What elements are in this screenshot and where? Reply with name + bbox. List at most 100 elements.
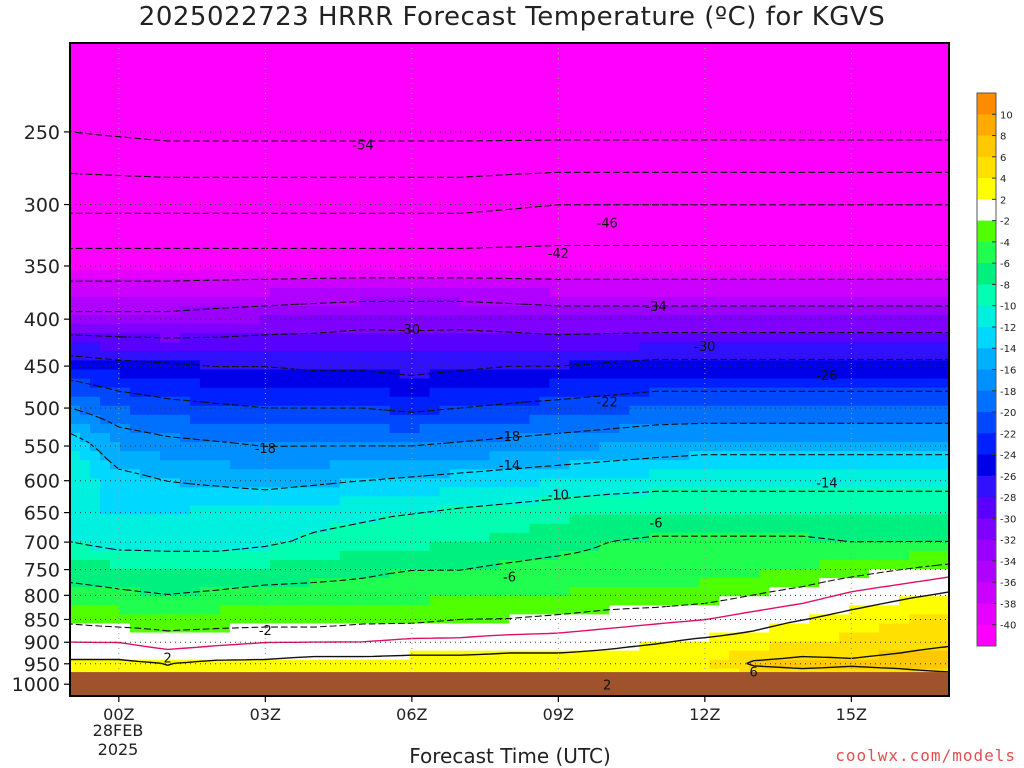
temperature-cell [819,442,830,452]
temperature-cell [429,287,441,298]
temperature-cell [579,532,591,543]
temperature-cell [899,315,910,325]
temperature-cell [339,360,351,371]
temperature-cell [719,151,730,162]
temperature-cell [70,505,81,516]
temperature-cell [109,151,121,162]
temperature-cell [70,70,81,80]
temperature-cell [179,215,191,225]
temperature-cell [559,478,571,488]
temperature-cell [409,115,421,126]
temperature-cell [309,206,321,216]
temperature-cell [629,405,640,416]
temperature-cell [199,432,211,443]
temperature-cell [659,296,670,307]
temperature-cell [229,514,241,525]
temperature-cell [219,541,231,552]
temperature-cell [629,43,640,53]
temperature-cell [209,242,221,253]
temperature-cell [549,52,561,62]
temperature-cell [639,442,650,452]
temperature-cell [839,333,850,343]
temperature-cell [769,106,780,117]
temperature-cell [709,369,720,380]
temperature-cell [99,369,111,380]
temperature-cell [899,133,910,144]
temperature-cell [669,233,680,244]
temperature-cell [709,206,720,216]
temperature-cell [119,550,131,561]
temperature-cell [869,541,880,552]
temperature-cell [599,478,610,488]
temperature-cell [229,496,241,507]
temperature-cell [349,324,361,334]
temperature-cell [509,315,521,325]
temperature-cell [629,115,640,126]
temperature-cell [899,423,910,434]
temperature-cell [749,260,760,271]
temperature-cell [289,432,301,443]
temperature-cell [479,387,491,398]
temperature-cell [559,342,571,352]
temperature-cell [769,287,780,298]
temperature-cell [889,423,900,434]
temperature-cell [819,460,830,470]
temperature-cell [819,115,830,126]
temperature-cell [189,206,201,216]
temperature-cell [79,106,91,117]
temperature-cell [109,52,121,62]
temperature-cell [369,378,381,389]
temperature-cell [579,423,591,434]
temperature-cell [569,151,581,162]
temperature-cell [549,106,561,117]
temperature-cell [309,460,321,470]
temperature-cell [899,487,910,498]
temperature-cell [519,260,531,271]
temperature-cell [329,242,341,253]
temperature-cell [409,106,421,117]
temperature-cell [529,52,541,62]
temperature-cell [349,333,361,343]
temperature-cell [449,496,461,507]
temperature-cell [289,496,301,507]
temperature-cell [629,151,640,162]
temperature-cell [189,151,201,162]
temperature-cell [169,251,181,262]
temperature-cell [849,106,860,117]
temperature-cell [899,43,910,53]
temperature-cell [529,124,541,135]
temperature-cell [339,188,351,198]
temperature-cell [549,133,561,144]
temperature-cell [199,514,211,525]
temperature-cell [789,478,800,488]
temperature-cell [779,523,790,534]
temperature-cell [709,43,720,53]
temperature-cell [399,333,411,343]
temperature-cell [409,251,421,262]
temperature-cell [209,324,221,334]
temperature-cell [899,541,910,552]
temperature-cell [639,61,650,71]
temperature-cell [409,88,421,99]
temperature-cell [119,233,131,244]
temperature-cell [539,79,551,89]
temperature-cell [339,514,351,525]
temperature-cell [769,197,780,207]
temperature-cell [119,79,131,89]
temperature-cell [689,242,700,253]
temperature-cell [849,423,860,434]
temperature-cell [539,88,551,99]
temperature-cell [409,151,421,162]
temperature-cell [119,523,131,534]
temperature-cell [539,396,551,407]
temperature-cell [599,224,610,235]
temperature-cell [229,414,241,425]
temperature-cell [349,478,361,488]
temperature-cell [479,514,491,525]
temperature-cell [239,160,251,171]
temperature-cell [309,169,321,180]
temperature-cell [319,206,331,216]
temperature-cell [149,124,161,135]
temperature-cell [209,378,221,389]
temperature-cell [639,133,650,144]
